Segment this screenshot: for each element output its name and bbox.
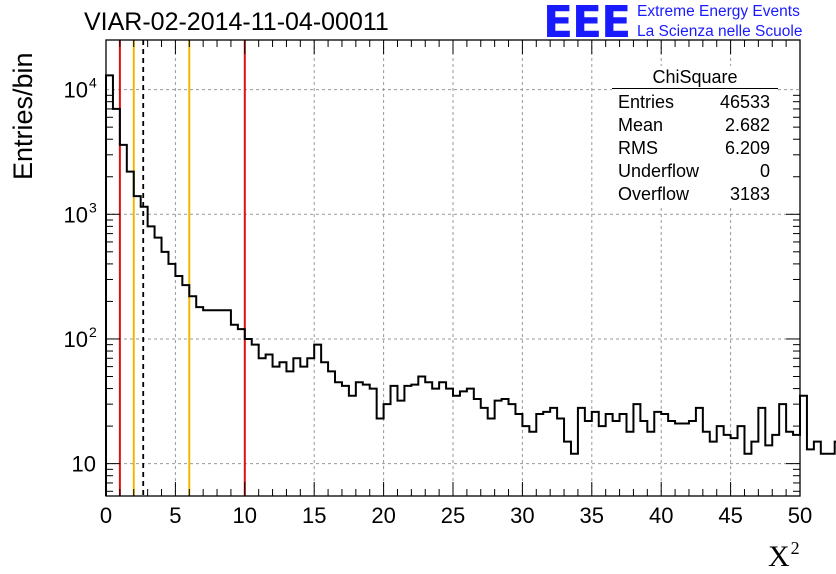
x-tick-label: 0 (100, 503, 112, 528)
logo-line-1: Extreme Energy Events (637, 3, 800, 20)
stats-value: 0 (759, 161, 770, 181)
stats-value: 46533 (719, 92, 770, 112)
x-tick-label: 45 (718, 503, 742, 528)
y-tick-label: 10 (64, 327, 88, 352)
stats-row-overflow: Overflow 3183 (612, 183, 778, 206)
plot-title: VIAR-02-2014-11-04-00011 (84, 8, 389, 36)
stats-row-rms: RMS 6.209 (612, 137, 778, 160)
y-tick-label: 10 (72, 452, 96, 477)
x-tick-label: 20 (371, 503, 395, 528)
stats-box: ChiSquare Entries 46533 Mean 2.682 RMS 6.20… (612, 66, 778, 206)
x-axis-label-base: X (768, 540, 790, 573)
stats-label: Underflow (618, 161, 700, 181)
x-tick-label: 35 (580, 503, 604, 528)
stats-value: 3183 (729, 184, 770, 204)
stats-value: 6.209 (724, 138, 770, 158)
x-tick-label: 15 (302, 503, 326, 528)
x-tick-label: 40 (649, 503, 673, 528)
x-axis-label-sup: 2 (790, 538, 800, 558)
stats-label: Mean (618, 115, 664, 135)
y-tick-label-exponent: 4 (89, 75, 97, 91)
stats-row-mean: Mean 2.682 (612, 114, 778, 137)
eee-logo: EEE (543, 0, 631, 48)
logo-line-2: La Scienza nelle Scuole (637, 23, 803, 40)
stats-row-entries: Entries 46533 (612, 91, 778, 114)
x-axis-label: X2 (768, 538, 800, 574)
stats-label: Entries (618, 92, 675, 112)
x-tick-label: 50 (788, 503, 812, 528)
x-tick-label: 10 (233, 503, 257, 528)
x-tick-label: 25 (441, 503, 465, 528)
stats-label: Overflow (618, 184, 690, 204)
stats-value: 2.682 (724, 115, 770, 135)
y-tick-label: 10 (64, 202, 88, 227)
y-tick-label-exponent: 2 (89, 324, 97, 340)
y-tick-label-exponent: 3 (89, 199, 97, 215)
stats-label: RMS (618, 138, 658, 158)
stats-title: ChiSquare (612, 66, 778, 89)
stats-row-underflow: Underflow 0 (612, 160, 778, 183)
histogram-line (105, 74, 836, 496)
y-tick-label: 10 (64, 78, 88, 103)
x-tick-label: 5 (169, 503, 181, 528)
y-axis-label: Entries/bin (8, 52, 38, 180)
eee-logo-text: Extreme Energy Events La Scienza nelle S… (637, 2, 802, 42)
x-tick-label: 30 (510, 503, 534, 528)
